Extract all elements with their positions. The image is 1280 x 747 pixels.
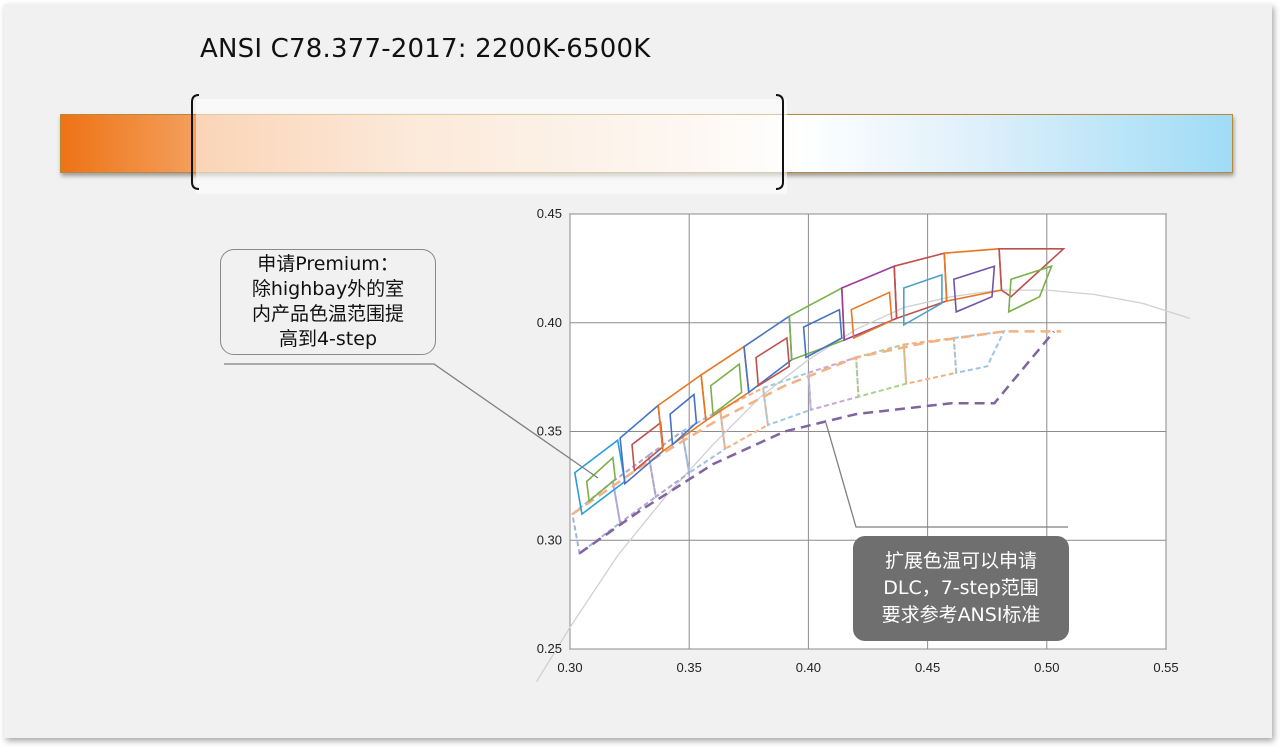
premium-quadrangles bbox=[573, 247, 1066, 516]
cct-range-highlight bbox=[196, 99, 787, 194]
premium-quad-19 bbox=[1007, 264, 1053, 314]
x-tick-label-4: 0.50 bbox=[1034, 660, 1059, 675]
dlc-quad-3 bbox=[680, 408, 727, 475]
x-tick-label-5: 0.55 bbox=[1153, 660, 1178, 675]
dlc-leader-line bbox=[825, 422, 1068, 528]
premium-quad-1 bbox=[585, 455, 617, 503]
x-tick-label-1: 0.35 bbox=[677, 660, 702, 675]
premium-quad-5 bbox=[669, 392, 698, 447]
premium-quad-17 bbox=[952, 265, 996, 314]
premium-callout: 申请Premium： 除highbay外的室 内产品色温范围提 高到4-step bbox=[220, 249, 436, 355]
premium-quad-13 bbox=[850, 291, 893, 340]
dlc-callout: 扩展色温可以申请 DLC，7-step范围 要求参考ANSI标准 bbox=[853, 536, 1069, 641]
bracket-right bbox=[775, 94, 784, 190]
y-tick-label-0: 0.45 bbox=[537, 206, 562, 221]
range-bracket bbox=[191, 94, 784, 190]
slide-title: ANSI C78.377-2017: 2200K-6500K bbox=[200, 34, 651, 64]
x-tick-label-0: 0.30 bbox=[557, 660, 582, 675]
premium-quad-7 bbox=[709, 362, 743, 416]
premium-leader-line bbox=[224, 363, 599, 479]
x-tick-label-2: 0.40 bbox=[796, 660, 821, 675]
dlc-callout-text: 扩展色温可以申请 DLC，7-step范围 要求参考ANSI标准 bbox=[881, 550, 1041, 626]
dlc-quad-4 bbox=[719, 386, 769, 451]
premium-quad-11 bbox=[802, 308, 843, 359]
y-tick-label-1: 0.40 bbox=[537, 315, 562, 330]
premium-callout-text: 申请Premium： 除highbay外的室 内产品色温范围提 高到4-step bbox=[251, 253, 405, 350]
dlc-quad-9 bbox=[952, 330, 1006, 375]
planckian-locus-curve bbox=[536, 289, 1190, 682]
premium-quad-15 bbox=[902, 273, 943, 327]
dlc-quad-2 bbox=[647, 429, 691, 499]
x-axis-ticks: 0.30 0.35 0.40 0.45 0.50 0.55 bbox=[557, 660, 1178, 675]
y-tick-label-3: 0.30 bbox=[537, 532, 562, 547]
dlc-envelope-1 bbox=[578, 330, 1055, 555]
premium-quad-18 bbox=[998, 248, 1066, 298]
dlc-quad-1 bbox=[611, 453, 657, 525]
premium-quad-9 bbox=[755, 336, 791, 388]
x-tick-label-3: 0.45 bbox=[915, 660, 940, 675]
planckian-locus bbox=[536, 289, 1190, 682]
bracket-left bbox=[191, 94, 200, 190]
y-axis-ticks: 0.45 0.40 0.35 0.30 0.25 bbox=[537, 206, 562, 656]
grid bbox=[569, 213, 1167, 650]
y-tick-label-4: 0.25 bbox=[537, 641, 562, 656]
y-tick-label-2: 0.35 bbox=[537, 424, 562, 439]
